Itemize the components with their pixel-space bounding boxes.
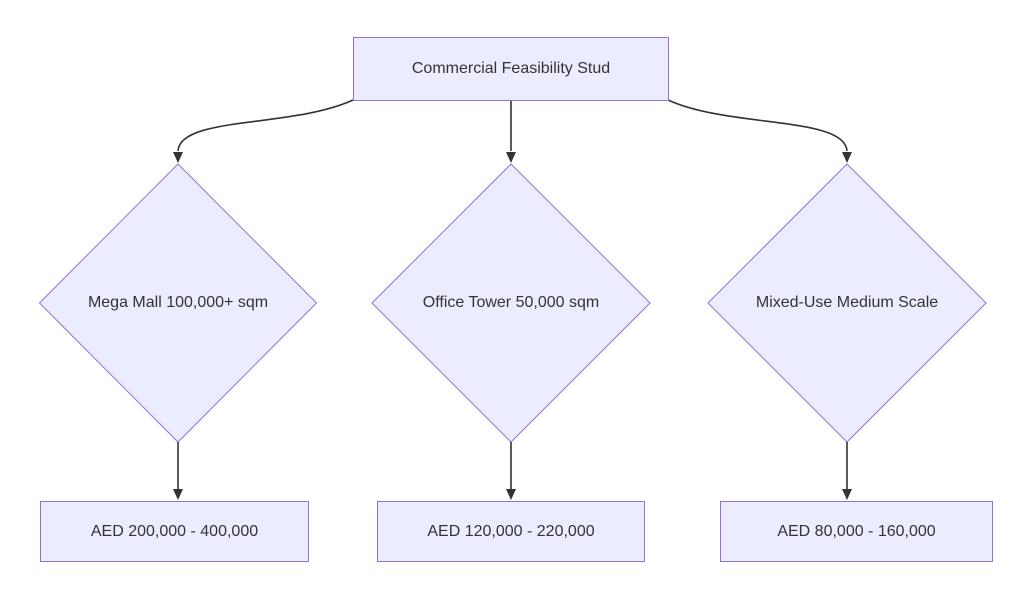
decision-diamond-office-tower — [371, 163, 651, 443]
edge-root-to-mixed-use — [667, 99, 852, 163]
edge-mixed-use-to-result — [842, 442, 852, 500]
result-node-label: AED 80,000 - 160,000 — [777, 522, 936, 540]
edge-office-tower-to-result — [506, 442, 516, 500]
arrowhead-icon — [173, 152, 183, 163]
root-node-label: Commercial Feasibility Stud — [411, 60, 611, 77]
result-node-office-tower: AED 120,000 - 220,000 — [377, 501, 645, 562]
result-node-label: AED 120,000 - 220,000 — [427, 522, 595, 540]
edge-line — [177, 99, 354, 152]
result-node-mixed-use: AED 80,000 - 160,000 — [720, 501, 993, 562]
edge-line — [667, 99, 848, 152]
root-node: Commercial Feasibility Stud — [353, 37, 669, 101]
arrowhead-icon — [842, 489, 852, 500]
arrowhead-icon — [173, 489, 183, 500]
result-node-mega-mall: AED 200,000 - 400,000 — [40, 501, 309, 562]
decision-diamond-mixed-use — [707, 163, 987, 443]
edge-mega-mall-to-result — [173, 442, 183, 500]
result-node-label: AED 200,000 - 400,000 — [90, 522, 259, 540]
edge-root-to-office-tower — [506, 100, 516, 163]
arrowhead-icon — [506, 489, 516, 500]
arrowhead-icon — [842, 152, 852, 163]
edge-root-to-mega-mall — [173, 99, 354, 163]
decision-diamond-mega-mall — [38, 163, 318, 443]
arrowhead-icon — [506, 152, 516, 163]
